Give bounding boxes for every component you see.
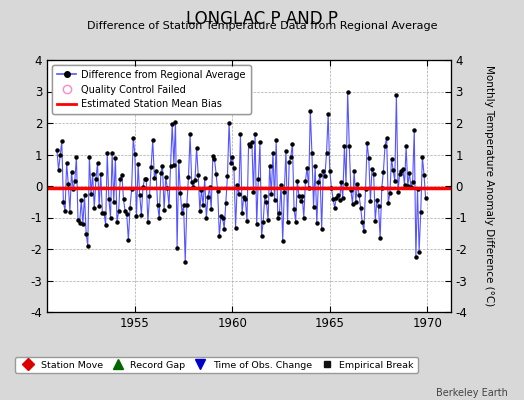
Text: Berkeley Earth: Berkeley Earth: [436, 388, 508, 398]
Y-axis label: Monthly Temperature Anomaly Difference (°C): Monthly Temperature Anomaly Difference (…: [484, 65, 494, 307]
Text: LONGLAC P AND P: LONGLAC P AND P: [186, 10, 338, 28]
Legend: Difference from Regional Average, Quality Control Failed, Estimated Station Mean: Difference from Regional Average, Qualit…: [52, 65, 250, 114]
Text: Difference of Station Temperature Data from Regional Average: Difference of Station Temperature Data f…: [87, 21, 437, 31]
Legend: Station Move, Record Gap, Time of Obs. Change, Empirical Break: Station Move, Record Gap, Time of Obs. C…: [15, 357, 418, 373]
